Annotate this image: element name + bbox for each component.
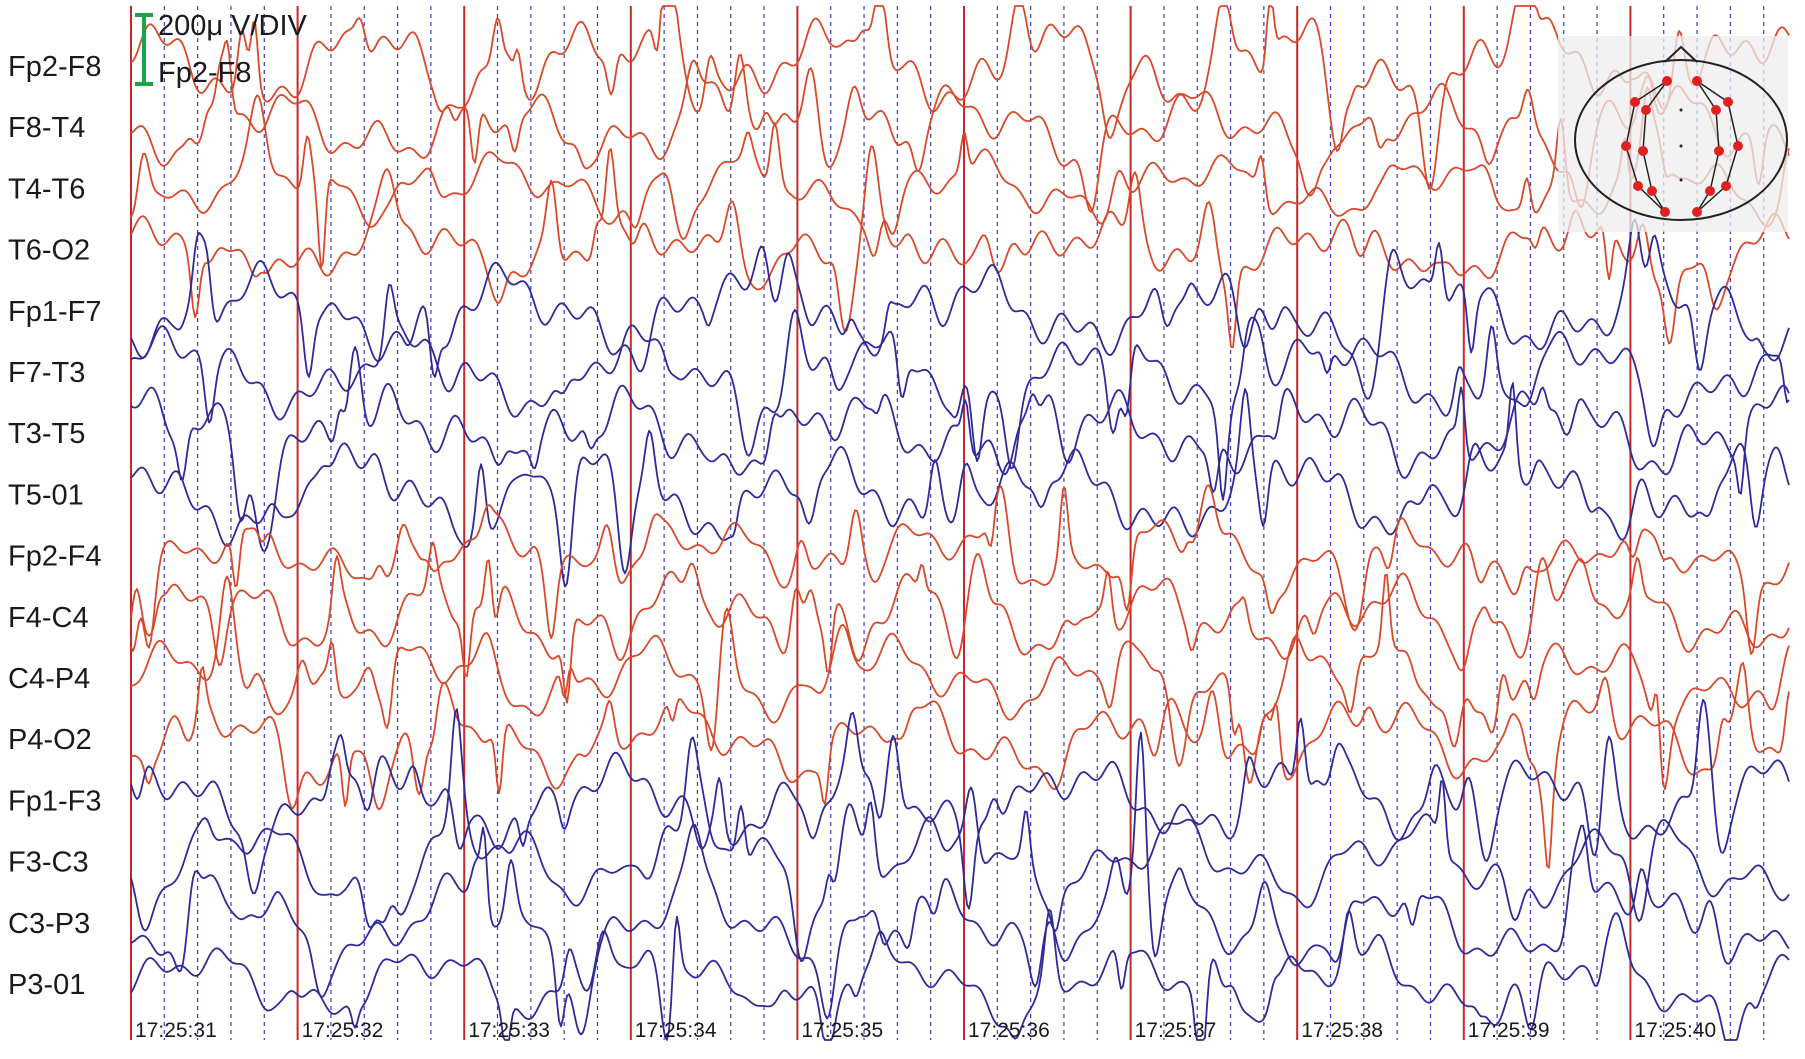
- eeg-trace-p3-01: [130, 908, 1790, 1041]
- time-tick-label: 17:25:37: [1135, 1019, 1217, 1042]
- channel-label: Fp2-F8: [8, 51, 101, 83]
- eeg-trace-c4-p4: [130, 573, 1790, 790]
- channel-label: T3-T5: [8, 418, 85, 450]
- electrode-dot: [1638, 146, 1648, 156]
- scale-reference-channel: Fp2-F8: [158, 57, 251, 89]
- scale-bar-icon: [135, 13, 153, 86]
- electrode-dot: [1723, 97, 1733, 107]
- electrode-dot: [1711, 105, 1721, 115]
- eeg-trace-f8-t4: [130, 39, 1790, 213]
- eeg-trace-f7-t3: [130, 284, 1790, 501]
- channel-label: Fp1-F3: [8, 785, 101, 817]
- electrode-dot: [1633, 181, 1643, 191]
- time-tick-label: 17:25:33: [468, 1019, 550, 1042]
- channel-label: Fp1-F7: [8, 296, 101, 328]
- time-tick-label: 17:25:38: [1301, 1019, 1383, 1042]
- channel-label: F7-T3: [8, 357, 85, 389]
- electrode-dot: [1647, 186, 1657, 196]
- channel-label: T6-O2: [8, 235, 90, 267]
- eeg-trace-c3-p3: [130, 731, 1790, 1036]
- electrode-dot: [1733, 141, 1743, 151]
- electrode-dot: [1721, 181, 1731, 191]
- electrode-dot: [1662, 76, 1672, 86]
- time-tick-label: 17:25:31: [135, 1019, 217, 1042]
- electrode-dot: [1705, 186, 1715, 196]
- electrode-dot: [1692, 76, 1702, 86]
- eeg-trace-fp1-f7: [130, 218, 1790, 400]
- time-axis: 17:25:31 17:25:32 17:25:33 17:25:34 17:25:35…: [135, 1019, 1716, 1042]
- eeg-trace-f4-c4: [130, 541, 1790, 704]
- eeg-traces: [130, 5, 1790, 1041]
- channel-label: T5-01: [8, 479, 84, 511]
- electrode-dot: [1660, 207, 1670, 217]
- channel-label: F8-T4: [8, 112, 85, 144]
- time-tick-label: 17:25:40: [1634, 1019, 1716, 1042]
- time-tick-label: 17:25:32: [302, 1019, 384, 1042]
- eeg-trace-fp1-f3: [130, 699, 1790, 910]
- time-tick-label: 17:25:34: [635, 1019, 717, 1042]
- eeg-trace-fp2-f8: [130, 5, 1790, 190]
- channel-label: P3-01: [8, 969, 85, 1001]
- eeg-trace-t3-t5: [130, 346, 1790, 552]
- channel-label: C4-P4: [8, 663, 90, 695]
- eeg-trace-t6-o2: [130, 145, 1790, 349]
- scale-indicator: 200μ V/DIV Fp2-F8: [135, 10, 308, 89]
- scale-label: 200μ V/DIV: [158, 10, 308, 42]
- channel-label: Fp2-F4: [8, 541, 101, 573]
- eeg-trace-t4-t6: [130, 86, 1790, 269]
- channel-labels: Fp2-F8 F8-T4 T4-T6 T6-O2 Fp1-F7 F7-T3 T3-T5 T5-…: [8, 51, 101, 1001]
- time-grid: [130, 6, 1765, 1040]
- electrode-dot: [1692, 207, 1702, 217]
- electrode-dot: [1630, 97, 1640, 107]
- time-tick-label: 17:25:36: [968, 1019, 1050, 1042]
- eeg-trace-f3-c3: [130, 708, 1790, 962]
- time-tick-label: 17:25:39: [1468, 1019, 1550, 1042]
- electrode-dot: [1714, 146, 1724, 156]
- channel-label: C3-P3: [8, 908, 90, 940]
- head-map: [1558, 36, 1788, 232]
- channel-label: T4-T6: [8, 173, 85, 205]
- eeg-trace-p4-o2: [130, 661, 1790, 869]
- head-electrode-map-icon: [1574, 45, 1788, 221]
- time-tick-label: 17:25:35: [801, 1019, 883, 1042]
- eeg-trace-fp2-f4: [130, 484, 1790, 655]
- electrode-dot: [1621, 141, 1631, 151]
- eeg-trace-t5-01: [130, 382, 1790, 588]
- channel-label: F3-C3: [8, 847, 89, 879]
- electrode-dot: [1641, 105, 1651, 115]
- channel-label: F4-C4: [8, 602, 89, 634]
- channel-label: P4-O2: [8, 724, 92, 756]
